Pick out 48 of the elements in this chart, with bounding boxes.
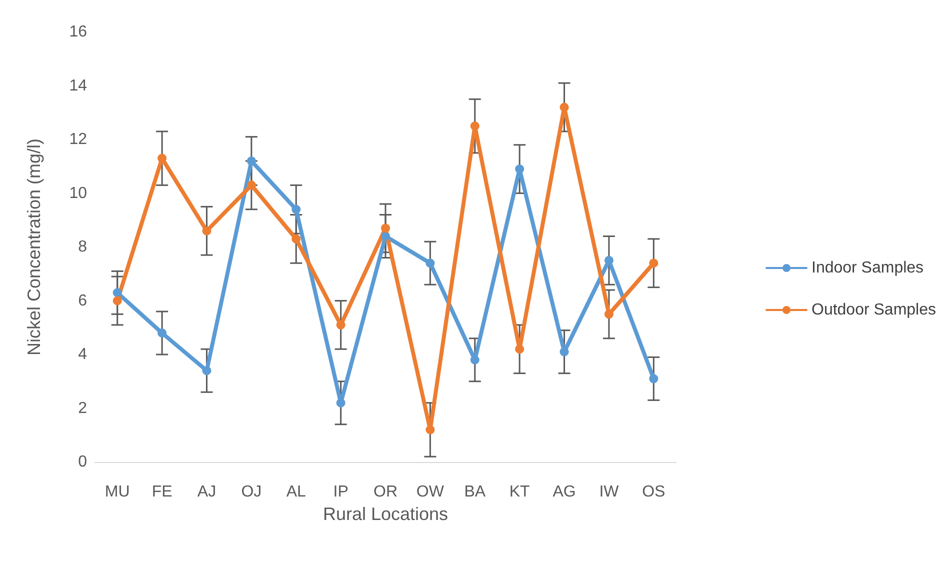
point <box>604 310 614 319</box>
point <box>470 122 480 131</box>
y-tick-label: 0 <box>78 454 88 470</box>
y-axis-title: Nickel Concentration (mg/l) <box>24 138 44 356</box>
point <box>202 366 212 376</box>
point <box>426 258 435 268</box>
y-tick-label: 4 <box>78 346 88 363</box>
y-tick-label: 6 <box>78 292 88 310</box>
point <box>649 374 658 384</box>
point <box>560 102 569 112</box>
x-tick-label: IW <box>599 484 620 500</box>
x-tick-label: OS <box>642 484 666 500</box>
point <box>381 232 390 241</box>
point <box>292 234 301 244</box>
point <box>158 328 167 338</box>
point <box>202 226 212 236</box>
y-tick-label: 10 <box>69 184 88 202</box>
point <box>112 288 122 298</box>
y-tick-label: 2 <box>78 400 88 417</box>
x-tick-label: FE <box>152 484 172 500</box>
legend-label: Outdoor Samples <box>811 302 936 318</box>
point <box>292 204 301 214</box>
y-tick-label: 16 <box>69 24 88 40</box>
point <box>246 156 256 166</box>
x-tick-label: OW <box>416 484 445 500</box>
point <box>426 425 435 434</box>
x-tick-label: IP <box>333 484 348 500</box>
x-tick-label: MU <box>104 484 130 500</box>
point <box>336 320 346 330</box>
legend-label: Indoor Samples <box>811 260 924 276</box>
point <box>246 180 256 190</box>
x-tick-label: BA <box>464 484 486 500</box>
y-tick-label: 12 <box>69 131 88 148</box>
x-tick-label: AG <box>552 484 576 500</box>
x-tick-label: KT <box>509 484 530 500</box>
point <box>112 296 122 306</box>
y-tick-label: 14 <box>69 77 88 94</box>
point <box>470 355 480 364</box>
x-axis-title: Rural Locations <box>322 504 448 524</box>
x-tick-label: OR <box>374 484 398 500</box>
x-tick-label: AJ <box>197 484 216 500</box>
x-tick-label: OJ <box>241 484 262 500</box>
y-tick-label: 8 <box>78 238 88 256</box>
point <box>515 344 524 354</box>
x-tick-label: AL <box>286 484 306 500</box>
point <box>649 258 658 268</box>
point <box>381 224 390 233</box>
point <box>560 347 569 356</box>
